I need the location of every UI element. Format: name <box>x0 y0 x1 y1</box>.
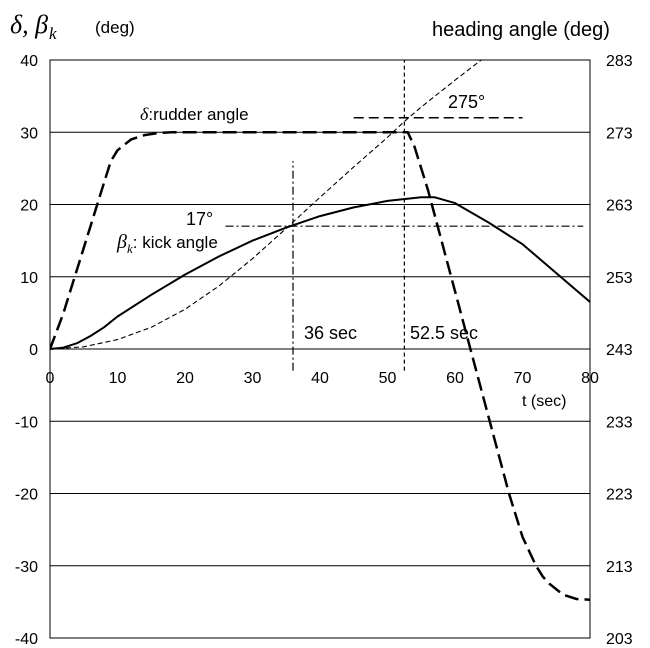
x-tick-label: 50 <box>379 370 397 387</box>
y2-tick-label: 223 <box>606 487 633 504</box>
annotation-52-5sec: 52.5 sec <box>410 323 478 343</box>
y-tick-label: -20 <box>15 487 38 504</box>
annotation-36sec: 36 sec <box>304 323 357 343</box>
y-tick-label: 40 <box>20 53 38 70</box>
reference-lines <box>225 60 584 371</box>
tick-labels: 40 30 20 10 0 -10 -20 -30 -40 283 273 263 253 243 233 2… <box>15 53 633 648</box>
y-tick-label: -10 <box>15 414 38 431</box>
y2-tick-label: 263 <box>606 198 633 215</box>
right-axis-title: heading angle (deg) <box>432 19 610 41</box>
series-line-rudder-angle <box>50 131 590 601</box>
plot-frame <box>49 59 591 639</box>
rudder-angle-label: δ:rudder angle <box>140 104 249 124</box>
y2-tick-label: 233 <box>606 414 633 431</box>
y-tick-label: -40 <box>15 631 38 648</box>
y2-tick-label: 253 <box>606 270 633 287</box>
y2-tick-label: 283 <box>606 53 633 70</box>
x-tick-label: 10 <box>109 370 127 387</box>
x-tick-label: 20 <box>176 370 194 387</box>
y2-tick-label: 203 <box>606 631 633 648</box>
x-tick-label: 70 <box>514 370 532 387</box>
y2-tick-label: 273 <box>606 125 633 142</box>
grid-lines <box>50 59 590 639</box>
y-tick-label: 0 <box>29 342 38 359</box>
y-tick-label: -30 <box>15 559 38 576</box>
annotation-17deg: 17° <box>186 209 213 229</box>
x-tick-label: 40 <box>311 370 329 387</box>
x-tick-label: 60 <box>446 370 464 387</box>
series-line-heading-angle <box>50 60 483 350</box>
y2-tick-label: 243 <box>606 342 633 359</box>
x-tick-label: 30 <box>244 370 262 387</box>
y-tick-label: 20 <box>20 198 38 215</box>
left-axis-title: δ, βk <box>10 10 57 43</box>
y2-tick-label: 213 <box>606 559 633 576</box>
x-axis-label: t (sec) <box>522 393 566 410</box>
series-group <box>50 60 590 601</box>
y-tick-label: 30 <box>20 125 38 142</box>
annotation-275deg: 275° <box>448 92 485 112</box>
y-tick-label: 10 <box>20 270 38 287</box>
kick-angle-label: βk: kick angle <box>116 231 218 256</box>
left-axis-unit: (deg) <box>95 18 135 37</box>
